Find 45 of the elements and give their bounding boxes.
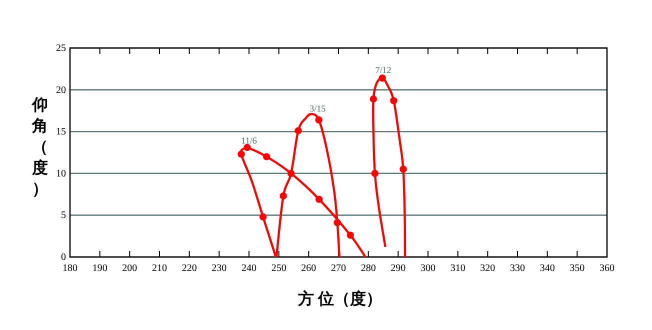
y-tick-label: 20 [56, 84, 66, 96]
x-tick-label: 310 [450, 263, 466, 274]
y-tick-label: 10 [56, 168, 66, 180]
point [346, 232, 354, 239]
point [390, 97, 398, 104]
point [238, 150, 245, 158]
x-tick-label: 300 [420, 263, 436, 274]
x-tick-label: 320 [480, 263, 496, 274]
y-axis-title: 仰角（度） [31, 96, 48, 198]
x-tick-label: 330 [510, 263, 525, 274]
point [371, 170, 378, 177]
x-tick-label: 180 [62, 263, 78, 274]
x-tick-label: 290 [390, 263, 406, 274]
point [400, 166, 407, 173]
y-tick-label: 25 [56, 43, 66, 54]
x-tick-label: 210 [152, 263, 167, 274]
y-tick-label: 0 [61, 252, 66, 263]
point [280, 192, 287, 200]
point [263, 153, 270, 160]
point [334, 219, 341, 226]
x-tick-label: 190 [92, 263, 108, 274]
y-tick-label: 5 [61, 210, 66, 222]
y-tick-label: 15 [56, 126, 66, 138]
point [370, 95, 378, 103]
x-tick-label: 270 [331, 263, 346, 274]
x-tick-label: 220 [182, 263, 197, 274]
x-axis-title: 方 位（度） [297, 289, 382, 308]
x-tick-label: 350 [570, 263, 585, 274]
point [294, 127, 302, 134]
annotation: 3/15 [310, 104, 326, 114]
x-tick-label: 230 [212, 263, 227, 274]
x-tick-label: 280 [360, 263, 376, 274]
point [315, 116, 322, 124]
point [378, 74, 386, 82]
annotation: 11/6 [241, 135, 258, 146]
x-tick-label: 360 [600, 263, 614, 274]
annotation: 7/12 [375, 65, 392, 76]
x-tick-label: 250 [271, 263, 286, 274]
point [244, 144, 251, 152]
point [259, 213, 267, 220]
x-tick-label: 340 [540, 263, 555, 274]
x-tick-label: 240 [242, 263, 256, 274]
x-tick-label: 260 [301, 263, 316, 274]
point [316, 196, 323, 203]
x-tick-label: 200 [122, 263, 138, 274]
